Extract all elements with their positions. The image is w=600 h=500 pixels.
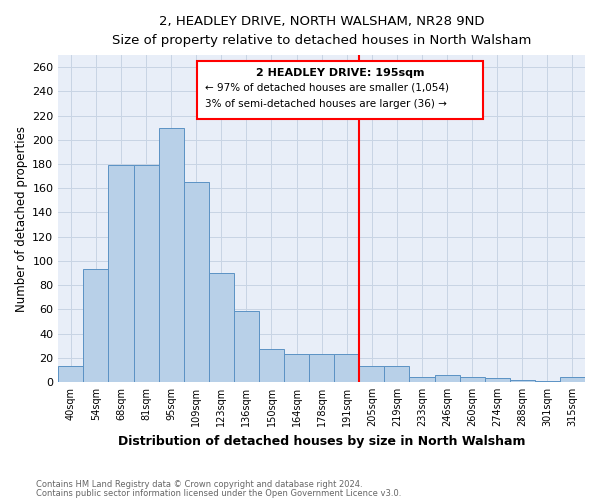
Bar: [385, 366, 409, 382]
Bar: [83, 270, 109, 382]
Text: ← 97% of detached houses are smaller (1,054): ← 97% of detached houses are smaller (1,…: [205, 83, 449, 93]
Bar: [510, 380, 535, 382]
Bar: [58, 366, 83, 382]
Bar: [409, 377, 434, 382]
Bar: [460, 377, 485, 382]
Text: 2 HEADLEY DRIVE: 195sqm: 2 HEADLEY DRIVE: 195sqm: [256, 68, 425, 78]
Bar: [109, 166, 134, 382]
Bar: [434, 374, 460, 382]
Bar: [209, 273, 234, 382]
Bar: [309, 354, 334, 382]
Bar: [234, 310, 259, 382]
Bar: [485, 378, 510, 382]
Title: 2, HEADLEY DRIVE, NORTH WALSHAM, NR28 9ND
Size of property relative to detached : 2, HEADLEY DRIVE, NORTH WALSHAM, NR28 9N…: [112, 15, 532, 47]
Text: 3% of semi-detached houses are larger (36) →: 3% of semi-detached houses are larger (3…: [205, 98, 447, 108]
Y-axis label: Number of detached properties: Number of detached properties: [15, 126, 28, 312]
Bar: [259, 349, 284, 382]
Bar: [158, 128, 184, 382]
Bar: [284, 354, 309, 382]
Bar: [184, 182, 209, 382]
Bar: [334, 354, 359, 382]
Bar: [359, 366, 385, 382]
Bar: [134, 166, 158, 382]
Bar: [560, 377, 585, 382]
Text: Contains HM Land Registry data © Crown copyright and database right 2024.: Contains HM Land Registry data © Crown c…: [36, 480, 362, 489]
Text: Contains public sector information licensed under the Open Government Licence v3: Contains public sector information licen…: [36, 488, 401, 498]
Bar: [535, 380, 560, 382]
X-axis label: Distribution of detached houses by size in North Walsham: Distribution of detached houses by size …: [118, 434, 526, 448]
Bar: [197, 61, 484, 120]
